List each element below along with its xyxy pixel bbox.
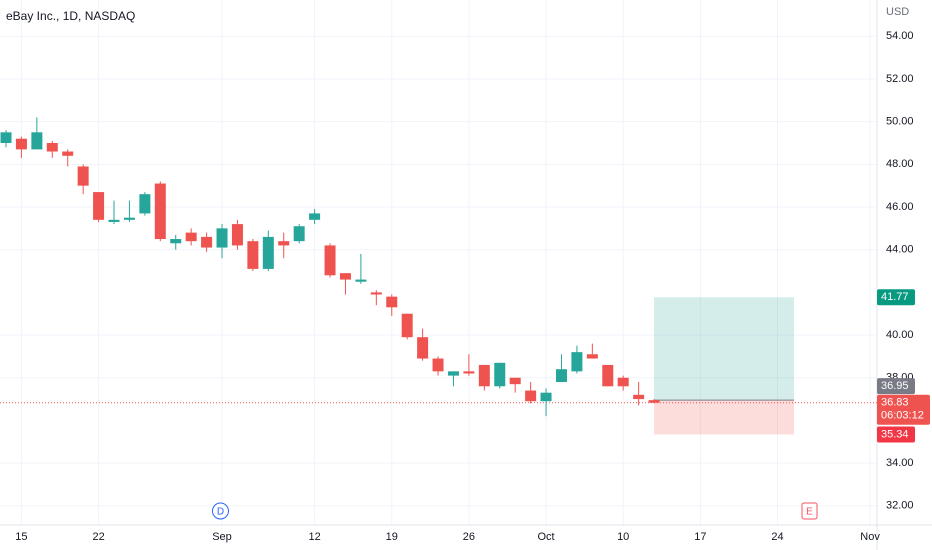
earnings-label: E <box>806 507 813 518</box>
countdown: 06:03:12 <box>881 410 924 422</box>
candle-body <box>154 183 166 240</box>
candle-body <box>571 352 583 372</box>
earnings-marker[interactable] <box>801 502 818 520</box>
y-tick-label: 48.00 <box>886 158 914 170</box>
y-tick-label: 52.00 <box>886 73 914 85</box>
x-tick-label: Nov <box>860 531 880 543</box>
x-tick-label: 15 <box>15 531 27 543</box>
currency-label: USD <box>886 6 909 18</box>
candle-body <box>309 213 321 220</box>
candle-body <box>324 245 336 276</box>
x-tick-label: Oct <box>537 531 554 543</box>
entry-tag-bg <box>877 378 915 395</box>
x-tick-label: 10 <box>617 531 629 543</box>
y-tick-label: 46.00 <box>886 201 914 213</box>
grid-layer <box>0 0 877 525</box>
candle-body <box>170 239 182 244</box>
dividend-label: D <box>217 507 224 518</box>
candle-body <box>555 369 567 383</box>
candle-body <box>586 354 598 359</box>
x-tick-label: 22 <box>92 531 104 543</box>
x-tick-label: 19 <box>386 531 398 543</box>
candle-body <box>355 279 367 282</box>
candle-body <box>432 358 444 372</box>
profit-zone <box>654 297 794 401</box>
candle-body <box>525 390 537 402</box>
stop-tag: 35.34 <box>881 428 909 440</box>
candle-body <box>617 377 629 387</box>
candle-body <box>278 241 290 246</box>
x-tick-label: 26 <box>463 531 475 543</box>
candle-body <box>401 313 413 338</box>
candle-body <box>139 194 151 214</box>
entry-tag: 36.95 <box>881 380 909 392</box>
candle-body <box>602 364 614 387</box>
x-tick-label: 17 <box>694 531 706 543</box>
candle-body <box>633 394 645 400</box>
candle-body <box>370 292 382 295</box>
candle-body <box>463 371 475 374</box>
candle-body <box>247 241 259 269</box>
candle-body <box>216 228 228 248</box>
candle-body <box>108 219 120 222</box>
chart-title: eBay Inc., 1D, NASDAQ <box>6 9 135 23</box>
y-tick-label: 40.00 <box>886 329 914 341</box>
stop-tag-bg <box>877 426 915 443</box>
y-tick-label: 50.00 <box>886 116 914 128</box>
candle-body <box>62 151 74 156</box>
last-price-tag: 36.83 <box>881 397 909 409</box>
target-tag: 41.77 <box>881 291 909 303</box>
candle-body <box>77 166 89 186</box>
candle-body <box>494 362 506 387</box>
candle-body <box>509 377 521 385</box>
candle-body <box>478 364 490 387</box>
target-tag-bg <box>877 289 915 306</box>
dividend-marker[interactable] <box>211 502 229 520</box>
candle-body <box>93 192 105 220</box>
candle-body <box>293 226 305 242</box>
candle-body <box>15 138 27 150</box>
loss-zone <box>654 400 794 435</box>
y-tick-label: 34.00 <box>886 457 914 469</box>
candle-body <box>417 337 429 359</box>
candle-body <box>231 224 243 246</box>
y-tick-label: 44.00 <box>886 244 914 256</box>
last-price-tag-bg <box>877 394 930 425</box>
x-tick-label: Sep <box>212 531 232 543</box>
candle-body <box>185 232 197 242</box>
candle-body <box>648 400 660 403</box>
y-tick-label: 54.00 <box>886 30 914 42</box>
candle-body <box>31 132 43 150</box>
candle-body <box>540 392 552 402</box>
candle-body <box>386 296 398 308</box>
candle-body <box>46 142 58 152</box>
candle-body <box>262 236 274 269</box>
candle-body <box>123 217 135 220</box>
y-tick-label: 32.00 <box>886 500 914 512</box>
candle-body <box>0 132 12 143</box>
x-tick-label: 12 <box>308 531 320 543</box>
x-tick-label: 24 <box>771 531 783 543</box>
candle-body <box>201 236 213 248</box>
candle-body <box>339 273 351 280</box>
candle-body <box>447 371 459 376</box>
